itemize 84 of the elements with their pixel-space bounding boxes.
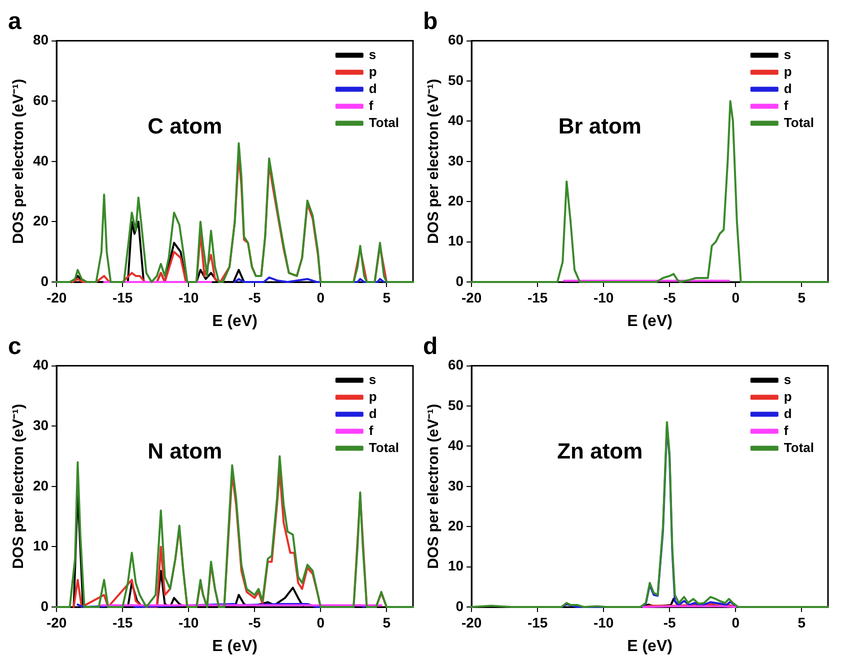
x-tick-label: -10 [593,614,614,630]
x-tick-label: -5 [248,289,262,306]
legend-label: d [368,80,377,96]
y-tick-label: 30 [448,477,464,494]
y-tick-label: 10 [32,538,49,554]
y-tick-label: 0 [456,272,464,289]
y-tick-label: 20 [32,212,49,229]
x-axis-title: E (eV) [627,638,672,655]
legend-label: Total [784,440,814,455]
x-tick-label: 0 [316,289,325,306]
y-tick-label: 10 [448,232,464,249]
annotation: Zn atom [557,438,643,464]
chart-title: d [423,333,438,360]
x-tick-label: -20 [461,614,482,630]
legend-label: p [784,64,792,79]
x-tick-label: -5 [663,614,676,630]
y-tick-label: 50 [448,396,464,413]
legend-label: f [368,98,374,113]
legend-label: f [784,98,789,113]
x-tick-label: -20 [46,614,67,630]
y-tick-label: 10 [448,558,464,574]
x-tick-label: -15 [527,614,548,630]
chart-title: b [423,8,438,36]
legend-label: p [368,388,377,404]
y-axis-title: DOS per electron (eV⁻¹) [425,404,442,569]
annotation: N atom [148,438,222,464]
x-tick-label: -10 [593,289,614,306]
y-tick-label: 60 [448,356,464,373]
y-tick-label: 20 [32,477,49,494]
x-tick-label: -15 [112,614,133,630]
legend-label: Total [368,440,400,455]
annotation: Br atom [558,114,642,139]
legend-label: d [784,80,792,96]
y-tick-label: 60 [32,92,49,108]
y-axis-title: DOS per electron (eV⁻¹) [10,404,28,569]
x-tick-label: -15 [527,289,548,306]
x-tick-label: -10 [178,289,199,306]
x-tick-label: 5 [382,614,391,630]
x-tick-label: 0 [732,289,740,306]
legend-label: s [784,46,792,62]
y-tick-label: 20 [448,192,464,208]
y-tick-label: 80 [32,32,49,48]
legend-label: f [784,422,789,438]
x-tick-label: -15 [112,289,133,306]
y-tick-label: 20 [448,517,464,534]
legend-label: s [368,46,376,62]
legend-label: p [784,388,792,404]
y-tick-label: 30 [448,152,464,168]
y-tick-label: 40 [448,112,464,128]
x-tick-label: -5 [248,614,262,630]
x-tick-label: 5 [798,289,806,306]
y-tick-label: 0 [40,272,49,289]
x-tick-label: -20 [461,289,482,306]
annotation: C atom [148,114,222,139]
y-tick-label: 40 [32,152,49,168]
x-axis-title: E (eV) [627,312,672,330]
legend-label: s [368,372,376,387]
x-tick-label: -10 [178,614,199,630]
y-axis-title: DOS per electron (eV⁻¹) [10,78,28,244]
y-tick-label: 0 [40,598,49,614]
x-tick-label: -20 [46,289,67,306]
y-tick-label: 40 [32,356,49,373]
legend-label: d [784,406,792,421]
x-tick-label: 0 [732,614,740,630]
x-axis-title: E (eV) [212,638,258,655]
legend-label: Total [784,114,814,130]
y-tick-label: 40 [448,437,464,454]
y-tick-label: 30 [32,416,49,433]
legend-label: f [368,422,374,438]
legend-label: d [368,406,377,421]
chart-title: c [8,333,22,360]
legend-label: s [784,372,792,387]
x-axis-title: E (eV) [212,312,258,330]
y-tick-label: 0 [456,598,464,614]
x-tick-label: -5 [663,289,676,306]
x-tick-label: 5 [798,614,806,630]
y-axis-title: DOS per electron (eV⁻¹) [425,78,442,244]
legend-label: Total [368,114,400,130]
x-tick-label: 0 [316,614,325,630]
chart-title: a [8,8,22,36]
y-tick-label: 60 [448,32,464,48]
legend-label: p [368,64,377,79]
y-tick-label: 50 [448,72,464,88]
x-tick-label: 5 [382,289,391,306]
